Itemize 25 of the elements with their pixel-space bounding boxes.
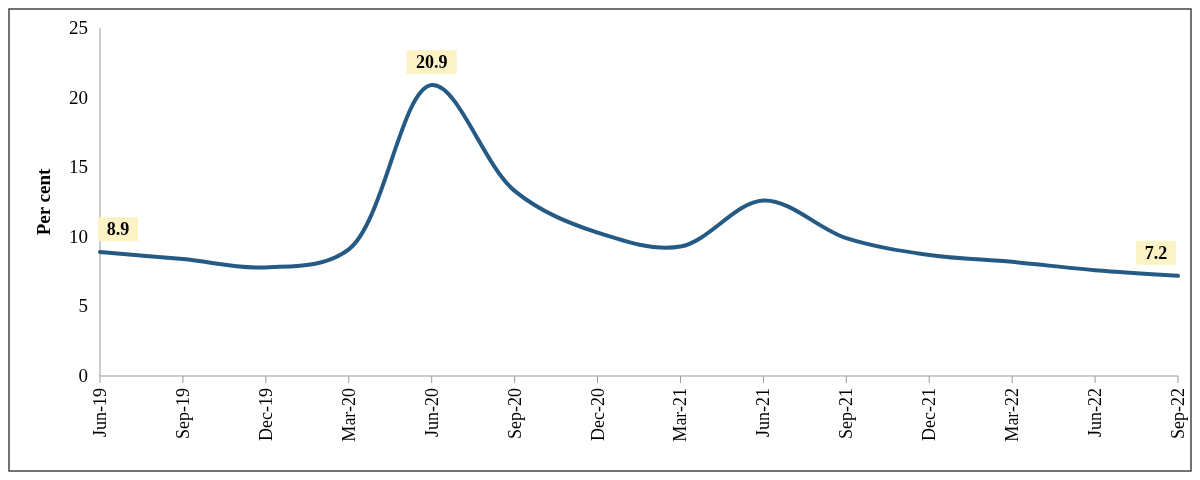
x-tick-label: Sep-22 <box>1168 388 1188 439</box>
x-tick-label: Dec-19 <box>255 388 276 441</box>
y-tick-label: 15 <box>69 156 88 178</box>
y-tick-label: 5 <box>78 295 88 317</box>
x-tick-label: Mar-20 <box>338 388 359 442</box>
x-tick-label: Jun-22 <box>1085 388 1106 437</box>
x-tick-label: Sep-19 <box>172 388 193 439</box>
x-tick-label: Dec-21 <box>919 388 940 441</box>
x-tick-label: Dec-20 <box>587 388 608 441</box>
x-tick-label: Jun-21 <box>753 388 774 437</box>
y-tick-label: 0 <box>78 365 88 386</box>
x-tick-label: Mar-22 <box>1002 388 1023 442</box>
x-tick-label: Jun-19 <box>90 388 110 437</box>
line-series <box>98 83 1180 278</box>
data-label: 7.2 <box>1144 242 1168 263</box>
x-tick-label: Sep-21 <box>836 388 857 439</box>
x-tick-label: Sep-20 <box>504 388 525 439</box>
y-tick-label: 20 <box>69 86 88 108</box>
y-tick-label: 25 <box>69 17 88 38</box>
y-tick-label: 10 <box>69 225 88 247</box>
x-tick-label: Jun-20 <box>421 388 442 437</box>
data-label: 8.9 <box>106 219 130 240</box>
y-axis-title: Per cent <box>33 168 54 236</box>
x-tick-label: Mar-21 <box>670 388 691 442</box>
data-label: 20.9 <box>415 52 448 73</box>
